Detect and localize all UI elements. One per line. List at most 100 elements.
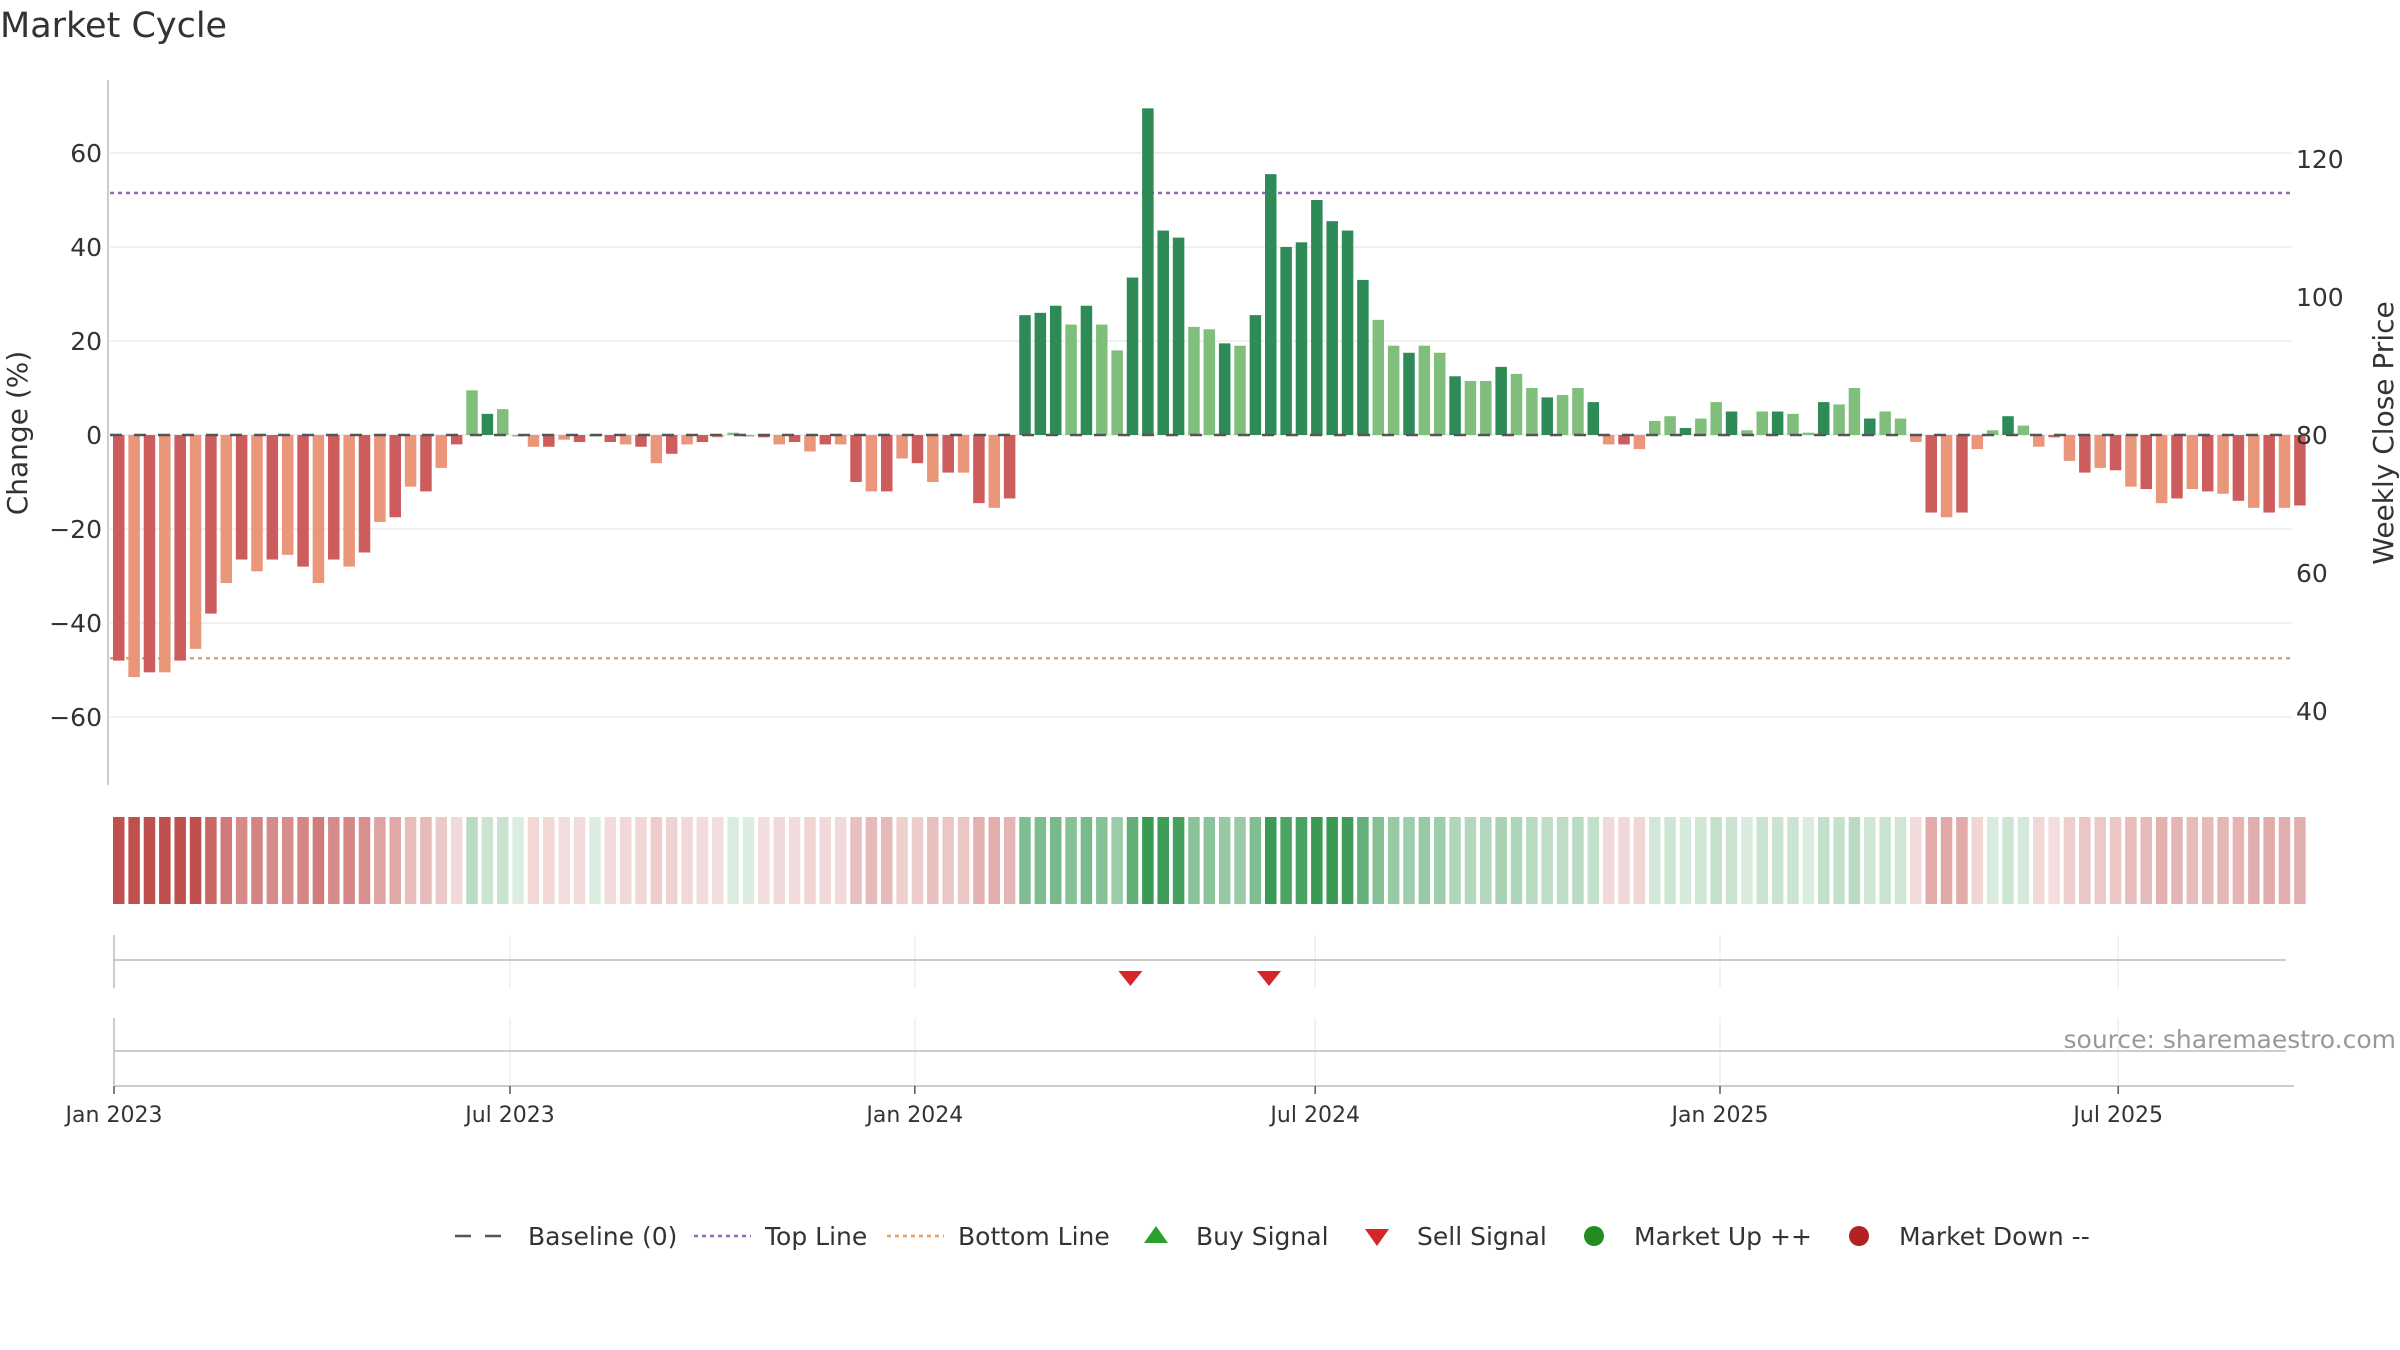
change-bar	[1065, 324, 1077, 435]
heat-cell	[1971, 817, 1984, 904]
heat-cell	[1986, 817, 1999, 904]
change-bar	[1034, 312, 1047, 435]
change-bar	[1833, 404, 1845, 435]
heat-cell	[143, 817, 156, 904]
heat-cell	[358, 817, 371, 904]
heat-cell	[1034, 817, 1047, 904]
change-bar	[804, 435, 816, 452]
y2-tick-label: 120	[2296, 145, 2344, 174]
change-bar	[1326, 221, 1338, 435]
heat-cell	[1771, 817, 1784, 904]
heat-cell	[266, 817, 279, 904]
heat-cell	[1480, 817, 1492, 904]
heat-cell	[1188, 817, 1200, 904]
heat-cell	[2186, 817, 2199, 904]
change-bar	[788, 435, 801, 443]
heat-cell	[1894, 817, 1907, 904]
change-bar	[896, 435, 908, 459]
change-bar	[1311, 200, 1323, 435]
heat-cell	[1541, 817, 1553, 904]
x-tick-label: Jan 2024	[864, 1103, 963, 1128]
change-bar	[1710, 402, 1722, 435]
change-bar	[1480, 380, 1492, 435]
legend-item-label: Baseline (0)	[528, 1222, 677, 1251]
change-bar	[942, 435, 954, 473]
y-tick-label: −20	[49, 515, 102, 544]
y-tick-label: 60	[70, 139, 102, 168]
change-bar	[1971, 435, 1984, 450]
x-tick-label: Jul 2024	[1268, 1103, 1360, 1128]
heat-cell	[1249, 817, 1262, 904]
heat-cell	[251, 817, 263, 904]
heat-cell	[2048, 817, 2060, 904]
change-bar	[2294, 435, 2306, 506]
heat-cell	[1602, 817, 1615, 904]
heat-cell	[312, 817, 325, 904]
heat-cell	[650, 817, 663, 904]
change-bar	[1879, 411, 1891, 435]
change-bar	[834, 435, 847, 445]
change-bars	[110, 108, 2306, 678]
change-bar	[2232, 435, 2245, 501]
heat-cell	[942, 817, 954, 904]
legend-item-label: Buy Signal	[1196, 1222, 1329, 1251]
x-axis-ticks: Jan 2023 Jul 2023 Jan 2024 Jul 2024 Jan 2025…	[64, 1086, 2163, 1128]
heat-cell	[1649, 817, 1661, 904]
change-bar	[2063, 435, 2076, 461]
heat-cell	[696, 817, 709, 904]
heat-cell	[1817, 817, 1830, 904]
heat-cell	[1741, 817, 1753, 904]
change-bar	[435, 435, 448, 468]
change-bar	[2201, 435, 2214, 492]
heat-cell	[957, 817, 970, 904]
heat-cell	[896, 817, 908, 904]
change-bar	[604, 435, 617, 443]
heat-cell	[773, 817, 785, 904]
change-bar	[420, 435, 432, 492]
heat-cell	[1618, 817, 1630, 904]
heat-cell	[1433, 817, 1446, 904]
heat-cell	[1311, 817, 1323, 904]
change-bar	[1956, 435, 1968, 513]
change-bar	[1925, 435, 1937, 513]
change-bar	[1265, 174, 1277, 435]
heat-cell	[2171, 817, 2183, 904]
change-bar	[927, 435, 939, 482]
heat-cell	[2109, 817, 2122, 904]
heat-cell	[1280, 817, 1292, 904]
change-bar	[2033, 435, 2045, 447]
source-note: source: sharemaestro.com	[2064, 1025, 2397, 1054]
change-bar	[1495, 366, 1507, 435]
change-bar	[1910, 435, 1922, 443]
heat-cell	[988, 817, 1001, 904]
change-bar	[1157, 230, 1169, 435]
x-tick-label: Jul 2023	[463, 1103, 555, 1128]
x-tick-label: Jan 2023	[64, 1103, 163, 1128]
axes: 60 40 20 0 −20 −40 −60 120 100 80 60 40	[49, 80, 2344, 785]
heat-cell	[850, 817, 862, 904]
heat-cell	[573, 817, 586, 904]
change-bar	[143, 435, 156, 673]
change-bar	[328, 435, 340, 560]
reference-lines	[110, 191, 2292, 660]
change-bar	[1541, 397, 1553, 435]
y-tick-label: 40	[70, 233, 102, 262]
change-bar	[281, 435, 294, 555]
change-bar	[850, 435, 862, 482]
heat-cell	[712, 817, 724, 904]
change-bar	[1295, 242, 1308, 435]
change-bar	[773, 435, 785, 445]
heat-cell	[1203, 817, 1216, 904]
heat-cell	[1295, 817, 1308, 904]
legend-item-label: Market Up ++	[1634, 1222, 1812, 1251]
heat-cell	[2125, 817, 2137, 904]
change-bar	[1864, 418, 1876, 435]
change-bar	[358, 435, 371, 553]
change-bar	[1618, 435, 1630, 445]
heat-cell	[328, 817, 340, 904]
change-bar	[2248, 435, 2260, 508]
heat-cell	[1065, 817, 1077, 904]
change-bar	[1848, 388, 1861, 435]
change-bar	[189, 435, 202, 649]
heat-cell	[1111, 817, 1123, 904]
